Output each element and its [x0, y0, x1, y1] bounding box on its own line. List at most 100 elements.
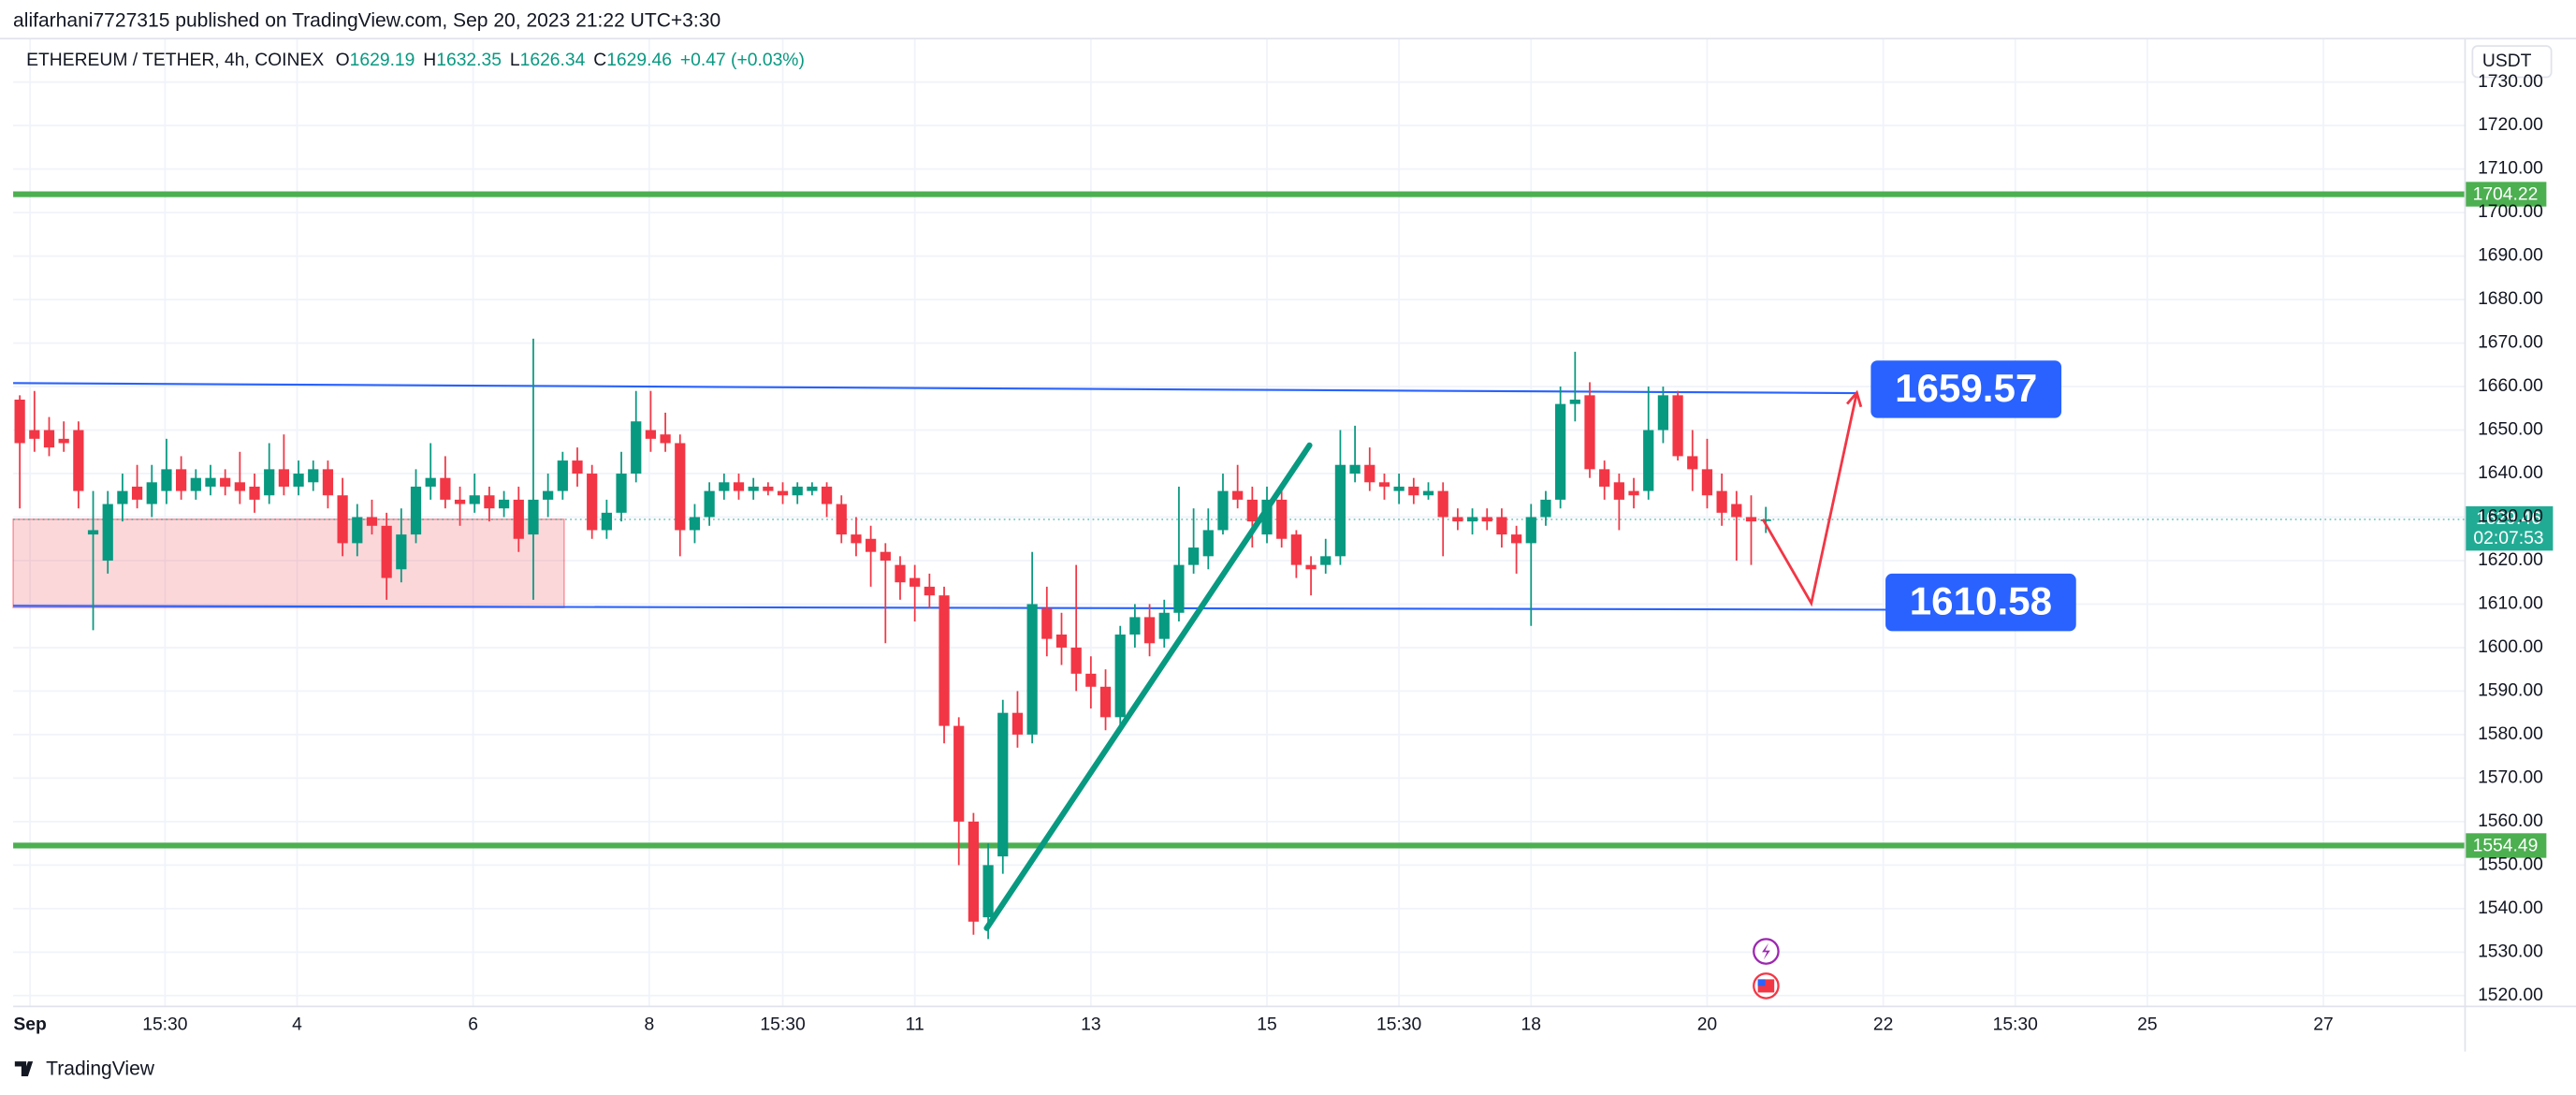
candle-body	[1393, 486, 1404, 491]
candle-body	[220, 477, 231, 487]
candle-body	[587, 474, 598, 531]
candle-body	[146, 482, 157, 504]
event-icon[interactable]	[1753, 972, 1780, 1000]
candle-body	[1364, 464, 1375, 483]
candle-body	[1232, 490, 1244, 500]
candle-body	[1525, 517, 1536, 544]
y-tick-label: 1570.00	[2478, 767, 2543, 787]
candle-body	[880, 551, 891, 561]
candle-body	[557, 460, 568, 491]
y-tick-label: 1590.00	[2478, 681, 2543, 701]
candle-body	[1187, 548, 1200, 565]
candle-body	[1202, 530, 1214, 557]
ohlc-value: 1629.46	[606, 51, 672, 70]
candle-body	[777, 490, 789, 496]
y-tick-label: 1640.00	[2478, 463, 2543, 483]
y-tick-label: 1720.00	[2478, 115, 2543, 135]
y-tick-label: 1650.00	[2478, 420, 2543, 440]
level-tag-label: 1704.22	[2473, 184, 2539, 204]
countdown: 02:07:53	[2473, 529, 2543, 548]
candle-body	[469, 495, 480, 504]
level-tag	[2464, 182, 2547, 207]
candle-body	[73, 430, 84, 491]
candle-body	[1290, 534, 1302, 565]
candle-body	[616, 474, 627, 513]
candle-body	[543, 490, 554, 500]
candle-body	[792, 486, 803, 496]
candle-body	[278, 469, 290, 487]
annotation-box	[1870, 360, 2062, 418]
candle-body	[190, 477, 201, 491]
candle-body	[1276, 499, 1288, 539]
projection-path	[1761, 392, 1858, 607]
candle-body	[1555, 403, 1566, 500]
candle-body	[748, 486, 759, 491]
candle-body	[1716, 490, 1727, 513]
y-tick-label: 1710.00	[2478, 159, 2543, 179]
ohlc-label: O	[336, 51, 350, 70]
x-tick-label: 25	[2137, 1015, 2157, 1035]
candle-body	[1672, 395, 1683, 457]
candle-body	[675, 443, 686, 531]
candle-body	[763, 486, 774, 491]
candle-body	[1011, 712, 1024, 735]
level-tag	[2464, 833, 2547, 858]
candle-body	[131, 486, 143, 500]
candle-body	[440, 477, 451, 500]
change: +0.47 (+0.03%)	[680, 51, 805, 70]
candle-body	[1055, 635, 1068, 648]
candle-body	[1687, 456, 1698, 470]
candle-body	[1408, 486, 1419, 496]
y-tick-label: 1620.00	[2478, 550, 2543, 570]
x-tick-label: 15:30	[1993, 1015, 2038, 1035]
channel-line	[13, 382, 1857, 395]
candle-body	[308, 469, 319, 483]
candle-body	[719, 482, 730, 491]
candle-body	[1246, 499, 1258, 522]
candle-body	[1731, 504, 1742, 518]
last-price-label: 1629.46	[2476, 509, 2541, 529]
candle-body	[337, 495, 348, 544]
ohlc-value: 1626.34	[520, 51, 586, 70]
logo-mark	[14, 1061, 34, 1076]
y-tick-label: 1600.00	[2478, 637, 2543, 657]
candle-body	[205, 477, 216, 487]
candle-body	[910, 577, 921, 587]
x-tick-label: 8	[644, 1015, 654, 1035]
candle-body	[1334, 464, 1346, 557]
ohlc-label: L	[510, 51, 520, 70]
y-tick-label: 1520.00	[2478, 986, 2543, 1005]
ohlc-value: 1629.19	[350, 51, 415, 70]
y-tick-label: 1680.00	[2478, 289, 2543, 309]
brand-logo	[14, 1061, 34, 1076]
symbol-legend: ETHEREUM / TETHER, 4h, COINEX O1629.19 H…	[26, 51, 805, 70]
publish-info: alifarhani7727315 published on TradingVi…	[13, 9, 720, 31]
candle-body	[1613, 482, 1624, 500]
y-tick-label: 1670.00	[2478, 333, 2543, 353]
y-tick-label: 1610.00	[2478, 594, 2543, 614]
candle-body	[117, 490, 128, 504]
candle-body	[1584, 395, 1595, 470]
x-tick-label: 22	[1873, 1015, 1893, 1035]
currency-box[interactable]	[2471, 45, 2553, 79]
candle-body	[601, 512, 612, 531]
candle-body	[87, 530, 99, 535]
event-icon[interactable]	[1753, 938, 1780, 965]
candle-body	[982, 865, 994, 918]
projection-arrowhead	[1845, 389, 1863, 408]
candle-body	[851, 534, 862, 544]
x-tick-label: 27	[2313, 1015, 2333, 1035]
candle-body	[1158, 612, 1170, 639]
candle-body	[1466, 517, 1478, 522]
channel-line	[13, 605, 1899, 611]
candle-body	[953, 725, 965, 822]
candle-body	[1701, 469, 1713, 496]
annotation-label: 1659.57	[1895, 366, 2037, 410]
x-tick-label: 15:30	[1376, 1015, 1421, 1035]
candle-body	[1569, 400, 1580, 404]
candle-body	[1129, 617, 1141, 635]
candle-body	[924, 586, 935, 596]
candle-body	[1305, 564, 1317, 570]
